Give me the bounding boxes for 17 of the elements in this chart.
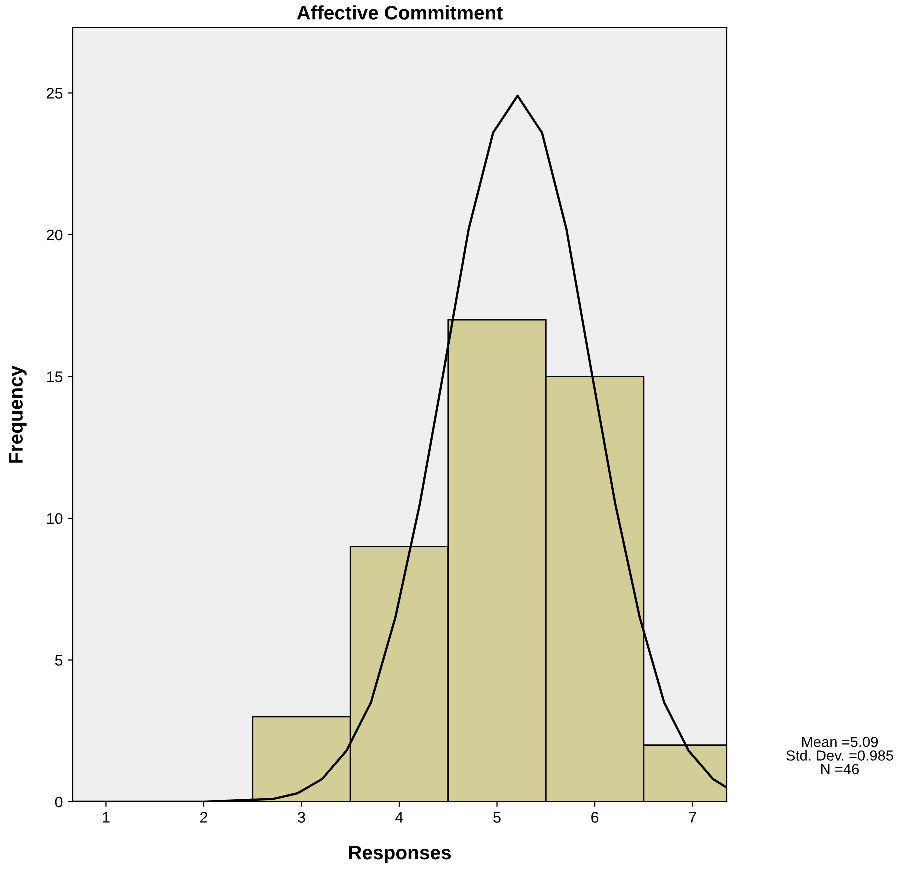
- y-tick-label: 25: [47, 88, 63, 99]
- x-tick-label: 5: [494, 812, 501, 823]
- y-tick-label: 15: [47, 372, 63, 382]
- y-tick-label: 10: [47, 513, 63, 524]
- text: Mean =5.09 Std. Dev. =0.985 N =46: [786, 736, 894, 775]
- chart-title: Affective Commitment: [297, 6, 503, 20]
- y-tick-label: 5: [55, 655, 63, 666]
- y-tick-label: 20: [47, 230, 63, 241]
- x-tick-label: 3: [298, 812, 306, 823]
- x-axis-title: Responses: [349, 846, 452, 864]
- y-axis-title: Frequency: [9, 366, 27, 463]
- x-tick-label: 2: [200, 812, 208, 823]
- y-tick-label: 0: [55, 796, 63, 808]
- x-tick-label: 7: [689, 812, 696, 823]
- x-tick-label: 6: [592, 812, 599, 823]
- x-tick-label: 4: [396, 812, 404, 823]
- x-tick-label: 1: [103, 812, 110, 823]
